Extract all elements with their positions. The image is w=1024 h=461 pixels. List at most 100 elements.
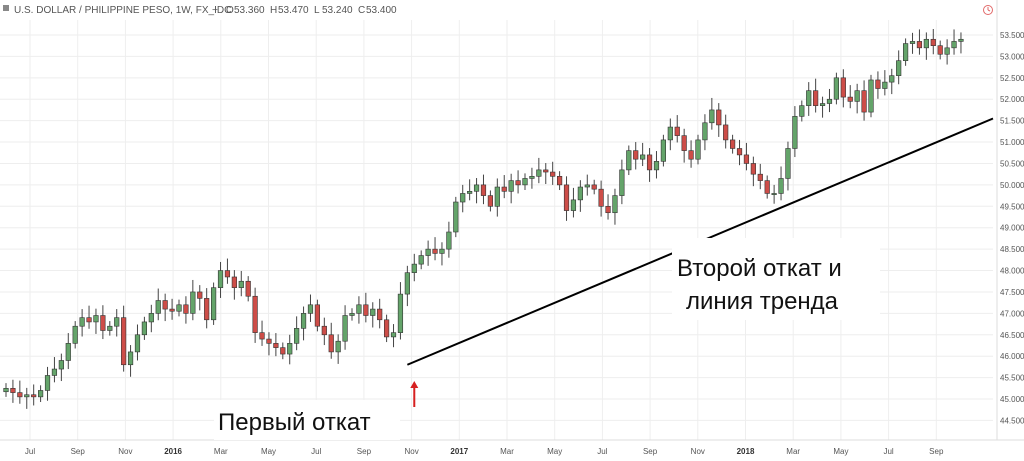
y-tick-label: 48.000 — [1000, 267, 1024, 276]
y-tick-label: 49.500 — [1000, 202, 1024, 211]
candle — [197, 285, 203, 311]
candle — [314, 299, 321, 332]
candle — [626, 145, 632, 176]
red-arrow — [410, 381, 419, 407]
y-tick-label: 52.500 — [1000, 74, 1024, 83]
candle — [335, 334, 341, 364]
candle — [294, 316, 300, 351]
annotation-2-background — [672, 238, 880, 320]
candle — [446, 221, 452, 258]
y-tick-label: 47.500 — [1000, 288, 1024, 297]
y-tick-label: 51.500 — [1000, 117, 1024, 126]
candle — [688, 140, 694, 168]
candle — [349, 308, 355, 321]
ohlc-glyph: C — [358, 5, 365, 16]
x-tick-label: 2016 — [164, 447, 182, 456]
candle — [390, 324, 397, 348]
candle — [100, 305, 106, 340]
candle — [169, 298, 175, 320]
candle — [114, 309, 120, 337]
x-axis: Jul Sep Nov 2016 Mar May Jul Sep Nov 2017 Mar May Ju… — [25, 447, 944, 456]
x-tick-label: Nov — [691, 447, 705, 456]
candle — [342, 305, 348, 350]
candle — [224, 258, 231, 284]
candle — [806, 82, 812, 116]
x-tick-label: Jul — [311, 447, 321, 456]
candle — [868, 74, 874, 118]
candle — [383, 314, 390, 343]
candle — [819, 96, 826, 118]
ohlc-glyph: H — [270, 5, 277, 16]
candle — [785, 141, 791, 191]
candle — [411, 253, 417, 282]
candle — [743, 142, 750, 171]
candle — [439, 242, 445, 266]
x-tick-label: May — [833, 447, 848, 456]
candle — [141, 316, 148, 340]
x-tick-label: Sep — [71, 447, 86, 456]
candle — [266, 332, 272, 356]
candle — [792, 106, 798, 158]
candle — [245, 276, 251, 302]
header-dash: − — [212, 5, 218, 16]
y-tick-label: 53.000 — [1000, 52, 1024, 61]
candle — [287, 334, 293, 365]
candle — [937, 40, 943, 60]
candle — [460, 184, 466, 213]
annotation-first-pullback: Первый откат — [218, 409, 371, 436]
y-axis: 53.500 53.000 52.500 52.000 51.500 51.000 50.5… — [996, 0, 1024, 440]
candle — [107, 321, 113, 336]
y-tick-label: 53.500 — [1000, 31, 1024, 40]
candle — [646, 148, 653, 182]
candle — [134, 324, 141, 361]
candle — [799, 100, 805, 122]
candle — [653, 151, 660, 179]
candle — [640, 142, 646, 167]
y-tick-label: 51.000 — [1000, 138, 1024, 147]
candle — [598, 180, 604, 217]
candle — [425, 240, 431, 266]
candle — [24, 387, 30, 409]
candle — [944, 39, 950, 65]
candle — [702, 114, 708, 151]
candle — [660, 134, 666, 167]
candle — [238, 270, 244, 297]
candle — [217, 261, 224, 298]
header-background — [0, 0, 380, 18]
candle — [958, 32, 964, 54]
candle — [17, 380, 23, 404]
candle — [300, 306, 307, 341]
y-tick-label: 50.000 — [1000, 181, 1024, 190]
y-tick-label: 50.500 — [1000, 159, 1024, 168]
candle — [771, 184, 777, 204]
candle — [252, 287, 258, 343]
candle — [487, 190, 494, 212]
candle — [909, 32, 916, 54]
x-tick-label: Mar — [214, 447, 228, 456]
candle — [65, 333, 71, 370]
candle — [612, 188, 618, 225]
x-tick-label: Jul — [25, 447, 35, 456]
candle — [563, 176, 570, 221]
ohlc-glyph: L — [314, 5, 320, 16]
candle — [176, 299, 182, 317]
candle — [826, 88, 833, 113]
ohlc-value: 53.400 — [366, 5, 397, 16]
y-tick-label: 46.500 — [1000, 331, 1024, 340]
candle — [397, 282, 404, 340]
candle — [10, 379, 16, 403]
candle — [162, 293, 168, 322]
x-tick-label: Nov — [118, 447, 132, 456]
clock-icon[interactable] — [983, 5, 993, 15]
candle — [307, 294, 314, 322]
candle — [591, 179, 597, 195]
x-tick-label: 2017 — [450, 447, 468, 456]
annotation-second-pullback-line2: линия тренда — [686, 288, 839, 315]
candle — [148, 304, 154, 333]
candle — [736, 139, 743, 166]
candle — [764, 175, 770, 199]
candle — [356, 296, 362, 324]
ohlc-readout: O 53.360 H 53.470 L 53.240 C 53.400 — [226, 5, 397, 16]
